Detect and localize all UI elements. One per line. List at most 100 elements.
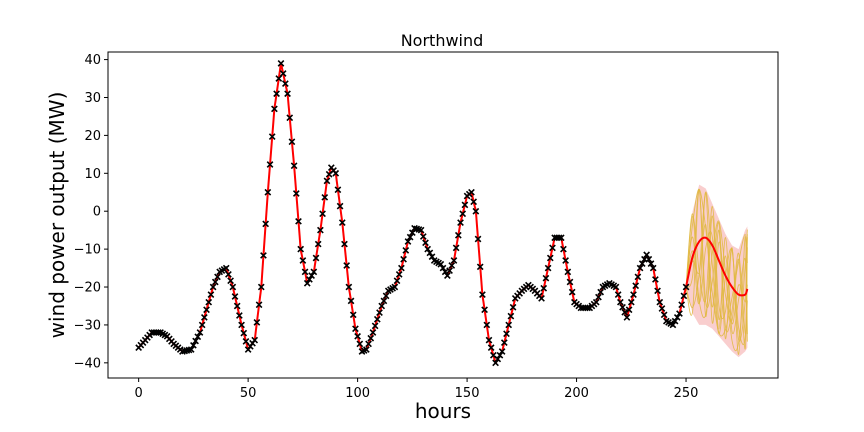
forecast-sample-line [685, 205, 748, 342]
observed-point [439, 264, 447, 272]
observed-point [266, 161, 274, 168]
observed-point [562, 257, 569, 264]
observed-point [450, 257, 458, 264]
observed-point [277, 60, 285, 67]
observed-point [200, 313, 208, 321]
observed-point [314, 240, 322, 248]
forecast-sample-line [685, 189, 748, 324]
observed-point [205, 298, 213, 306]
observed-point [382, 292, 390, 300]
observed-point [242, 337, 250, 345]
observed-point [338, 219, 346, 226]
observed-point [363, 346, 370, 353]
observed-point [630, 291, 637, 298]
observed-point [584, 304, 591, 312]
observed-point [555, 234, 563, 242]
observed-point [275, 75, 283, 82]
observed-point [395, 271, 403, 278]
x-tick-label: 150 [455, 386, 480, 401]
forecast-sample-line [685, 192, 748, 350]
observed-point [281, 80, 289, 87]
observed-point [540, 284, 548, 292]
observed-point [564, 268, 572, 276]
observed-point [211, 278, 219, 286]
observed-point [557, 234, 565, 242]
x-tick-label: 250 [674, 386, 699, 401]
observed-point [273, 90, 280, 98]
observed-point [654, 287, 661, 295]
observed-point [422, 239, 429, 247]
forecast-sample-line [685, 191, 748, 346]
observed-point [625, 306, 633, 314]
observed-point [470, 198, 478, 206]
observed-point [286, 114, 294, 122]
observed-point [566, 278, 574, 286]
observed-point [669, 321, 677, 329]
observed-point [371, 322, 379, 330]
observed-point [546, 254, 554, 262]
observed-point [428, 253, 436, 261]
observed-point [222, 264, 230, 272]
observed-point [645, 255, 653, 263]
observed-point [623, 313, 631, 321]
observed-point [459, 210, 467, 218]
observed-point [446, 267, 453, 274]
observed-point [678, 301, 686, 309]
observed-point [406, 233, 414, 241]
observed-point [419, 233, 427, 240]
observed-point [656, 298, 664, 306]
observed-point [597, 288, 605, 296]
observed-point [227, 277, 234, 285]
observed-point [649, 264, 657, 272]
observed-point [616, 298, 624, 306]
observed-point [441, 268, 449, 276]
observed-point [319, 210, 326, 218]
observed-point [334, 186, 342, 194]
observed-point [404, 238, 412, 245]
y-tick-label: −40 [74, 356, 101, 371]
observed-point [682, 283, 690, 291]
observed-point [472, 207, 480, 215]
observed-point [652, 276, 659, 283]
x-tick-label: 200 [564, 386, 589, 401]
observed-point [240, 329, 248, 337]
observed-point [621, 308, 629, 316]
observed-point [203, 306, 210, 314]
observed-point [271, 105, 278, 113]
y-tick-label: 10 [84, 167, 101, 182]
observed-point [619, 303, 626, 311]
observed-point [643, 251, 650, 259]
observed-point [636, 264, 644, 272]
observed-point [297, 245, 305, 253]
observed-point [336, 202, 344, 210]
observed-point [479, 291, 486, 298]
observed-point [437, 260, 445, 268]
observed-point [352, 325, 359, 333]
observed-point [192, 337, 199, 345]
observed-point [365, 340, 372, 348]
observed-point [402, 247, 410, 254]
observed-point [187, 346, 195, 353]
observed-point [452, 244, 460, 252]
observed-point [393, 277, 401, 285]
observed-point [417, 226, 425, 234]
observed-point [380, 297, 388, 305]
observed-point [290, 162, 298, 170]
observed-point [238, 321, 245, 329]
observed-point [214, 273, 221, 281]
observed-point [494, 355, 502, 363]
observed-point [481, 306, 488, 314]
observed-point [196, 329, 204, 336]
observed-point [317, 226, 324, 234]
observed-point [264, 188, 272, 196]
observed-point [461, 201, 469, 209]
observed-point [312, 254, 320, 262]
observed-point [457, 219, 464, 226]
observed-point [373, 315, 381, 323]
observed-point [231, 293, 239, 300]
observed-point [660, 311, 668, 319]
observed-point [391, 283, 399, 291]
observed-point [398, 264, 405, 272]
x-tick-label: 50 [240, 386, 257, 401]
